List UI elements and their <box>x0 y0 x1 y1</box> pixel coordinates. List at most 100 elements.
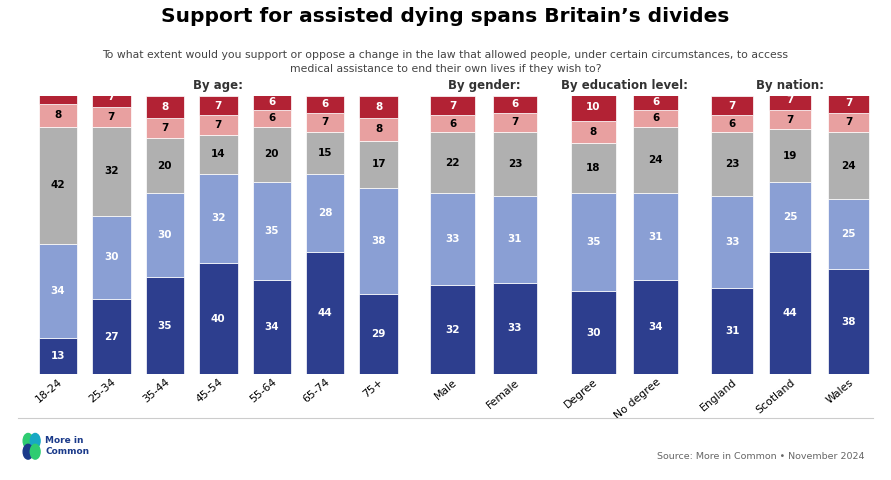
Title: By nation:: By nation: <box>756 79 824 92</box>
Text: Source: More in Common • November 2024: Source: More in Common • November 2024 <box>657 452 864 461</box>
Text: Support for assisted dying spans Britain’s divides: Support for assisted dying spans Britain… <box>161 7 730 26</box>
Text: 35: 35 <box>265 226 279 236</box>
Bar <box>711 96 753 116</box>
Bar <box>306 252 345 374</box>
Text: 6: 6 <box>268 113 275 123</box>
Text: 28: 28 <box>318 208 332 218</box>
Text: 10: 10 <box>586 102 601 112</box>
Bar <box>38 338 78 374</box>
Text: 6: 6 <box>268 96 275 107</box>
Text: 30: 30 <box>586 328 601 337</box>
Text: 30: 30 <box>158 230 172 240</box>
Text: 20: 20 <box>158 161 172 170</box>
Bar <box>493 113 537 132</box>
Text: 33: 33 <box>508 324 522 334</box>
Bar <box>828 93 870 113</box>
Text: 13: 13 <box>51 351 65 361</box>
Text: 15: 15 <box>318 148 332 158</box>
Bar <box>493 132 537 196</box>
Text: 24: 24 <box>841 161 856 170</box>
Text: 8: 8 <box>375 102 382 112</box>
Text: To what extent would you support or oppose a change in the law that allowed peop: To what extent would you support or oppo… <box>102 50 789 73</box>
Bar <box>828 269 870 374</box>
Text: 6: 6 <box>729 119 736 129</box>
Bar <box>634 127 678 193</box>
Bar <box>571 193 616 291</box>
Bar <box>430 96 475 116</box>
Bar <box>199 174 238 263</box>
Bar <box>359 188 398 294</box>
Text: 33: 33 <box>725 237 740 247</box>
Text: 38: 38 <box>841 316 855 326</box>
Bar <box>38 243 78 338</box>
Bar <box>634 193 678 280</box>
Text: 35: 35 <box>586 237 601 247</box>
Bar <box>828 199 870 269</box>
Bar <box>145 96 184 118</box>
Bar <box>711 288 753 374</box>
Bar <box>430 285 475 374</box>
Text: 23: 23 <box>725 159 740 169</box>
Text: 32: 32 <box>104 166 119 176</box>
Title: By gender:: By gender: <box>447 79 520 92</box>
Bar <box>430 116 475 132</box>
Bar <box>199 135 238 174</box>
Bar <box>199 96 238 116</box>
Text: 31: 31 <box>649 231 663 241</box>
Title: By education level:: By education level: <box>561 79 688 92</box>
Title: By age:: By age: <box>193 79 243 92</box>
Text: 29: 29 <box>372 329 386 339</box>
Bar <box>769 252 812 374</box>
Text: 32: 32 <box>446 325 460 335</box>
Bar <box>493 96 537 113</box>
Ellipse shape <box>30 433 40 448</box>
Bar <box>571 291 616 374</box>
Bar <box>92 127 131 216</box>
Bar <box>199 263 238 374</box>
Text: 7: 7 <box>787 115 794 125</box>
Text: More in
Common: More in Common <box>45 436 90 456</box>
Bar <box>92 299 131 374</box>
Text: 31: 31 <box>508 234 522 244</box>
Text: 31: 31 <box>725 326 740 336</box>
Text: 17: 17 <box>372 159 386 169</box>
Text: 40: 40 <box>211 314 225 324</box>
Bar <box>252 127 291 182</box>
Bar <box>769 130 812 182</box>
Bar <box>493 283 537 374</box>
Text: 44: 44 <box>318 308 332 318</box>
Text: 7: 7 <box>845 98 852 108</box>
Text: 27: 27 <box>104 332 119 342</box>
Bar <box>493 196 537 283</box>
Bar <box>306 132 345 174</box>
Text: 34: 34 <box>265 322 279 332</box>
Bar <box>359 141 398 188</box>
Text: 33: 33 <box>446 234 460 244</box>
Text: 8: 8 <box>54 88 61 98</box>
Bar <box>199 116 238 135</box>
Bar <box>38 82 78 104</box>
Text: 8: 8 <box>54 110 61 120</box>
Bar <box>571 121 616 144</box>
Text: 24: 24 <box>649 155 663 165</box>
Text: 20: 20 <box>265 149 279 159</box>
Text: 32: 32 <box>211 214 225 224</box>
Ellipse shape <box>30 444 40 459</box>
Bar <box>430 193 475 285</box>
Text: 6: 6 <box>652 113 659 123</box>
Text: 7: 7 <box>787 95 794 105</box>
Bar <box>571 93 616 121</box>
Bar <box>252 182 291 280</box>
Bar <box>634 110 678 127</box>
Text: 7: 7 <box>322 118 329 128</box>
Ellipse shape <box>23 433 33 448</box>
Text: 6: 6 <box>511 99 519 109</box>
Bar <box>92 88 131 107</box>
Bar <box>252 93 291 110</box>
Bar <box>252 280 291 374</box>
Text: 23: 23 <box>508 159 522 169</box>
Text: 19: 19 <box>783 151 797 161</box>
Text: 42: 42 <box>51 180 65 190</box>
Text: 7: 7 <box>215 120 222 130</box>
Text: 7: 7 <box>161 123 168 133</box>
